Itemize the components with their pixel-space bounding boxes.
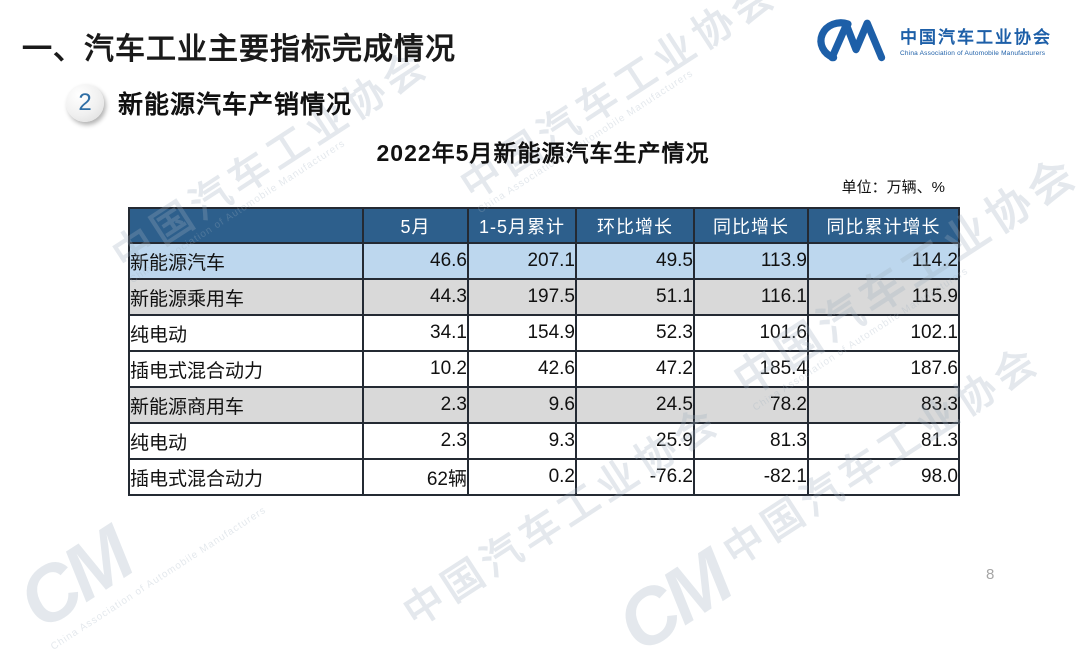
watermark-subtext: China Association of Automobile Manufact… <box>476 67 696 216</box>
caam-logo: 中国汽车工业协会 China Association of Automobile… <box>796 16 1052 64</box>
cell-value: 51.1 <box>575 278 695 316</box>
cell-value: 197.5 <box>467 278 577 316</box>
cell-value: 42.6 <box>467 350 577 388</box>
cell-value: 9.3 <box>467 422 577 460</box>
cell-value: 102.1 <box>807 314 960 352</box>
row-label: 插电式混合动力 <box>128 350 364 388</box>
cell-value: 46.6 <box>362 242 469 280</box>
cell-value: 185.4 <box>693 350 809 388</box>
caam-logo-mark <box>817 19 886 62</box>
table-row: 纯电动 2.3 9.3 25.9 81.3 81.3 <box>128 422 960 460</box>
cell-value: 101.6 <box>693 314 809 352</box>
table-title: 2022年5月新能源汽车生产情况 <box>376 140 710 166</box>
cell-value: 0.2 <box>467 458 577 496</box>
cell-value: -76.2 <box>575 458 695 496</box>
cell-value: 114.2 <box>807 242 960 280</box>
page-title: 一、汽车工业主要指标完成情况 <box>22 33 456 66</box>
nev-production-table: 5月 1-5月累计 环比增长 同比增长 同比累计增长 新能源汽车 46.6 20… <box>128 207 960 496</box>
section-heading: 新能源汽车产销情况 <box>118 91 353 119</box>
watermark-logo-mark: CM <box>2 510 146 646</box>
row-label: 新能源乘用车 <box>128 278 364 316</box>
cell-value: 83.3 <box>807 386 960 424</box>
cell-value: 44.3 <box>362 278 469 316</box>
cell-value: 98.0 <box>807 458 960 496</box>
watermark-text: 中国汽车工业协会 <box>453 0 786 209</box>
table-row: 新能源商用车 2.3 9.6 24.5 78.2 83.3 <box>128 386 960 424</box>
column-header: 5月 <box>362 207 469 244</box>
page-number: 8 <box>986 566 995 583</box>
cell-value: 207.1 <box>467 242 577 280</box>
table-row: 新能源乘用车 44.3 197.5 51.1 116.1 115.9 <box>128 278 960 316</box>
table-row: 插电式混合动力 10.2 42.6 47.2 185.4 187.6 <box>128 350 960 388</box>
watermark: 中国汽车工业协会 China Association of Automobile… <box>453 0 791 216</box>
cell-value: 2.3 <box>362 386 469 424</box>
cell-value: 25.9 <box>575 422 695 460</box>
cell-value: 154.9 <box>467 314 577 352</box>
column-header <box>128 207 364 244</box>
cell-value: -82.1 <box>693 458 809 496</box>
table-header: 5月 1-5月累计 环比增长 同比增长 同比累计增长 <box>128 207 960 244</box>
section-number-badge: 2 <box>66 84 104 122</box>
cell-value: 115.9 <box>807 278 960 316</box>
watermark-logo-mark: CM <box>601 533 745 669</box>
cell-value: 116.1 <box>693 278 809 316</box>
caam-logo-name-cn: 中国汽车工业协会 <box>900 28 1052 47</box>
row-label: 纯电动 <box>128 422 364 460</box>
cell-value: 78.2 <box>693 386 809 424</box>
table-row: 新能源汽车 46.6 207.1 49.5 113.9 114.2 <box>128 242 960 280</box>
cell-value: 49.5 <box>575 242 695 280</box>
cell-value: 113.9 <box>693 242 809 280</box>
unit-note: 单位：万辆、% <box>841 179 945 196</box>
row-label: 新能源商用车 <box>128 386 364 424</box>
cell-value: 47.2 <box>575 350 695 388</box>
cell-value: 10.2 <box>362 350 469 388</box>
watermark-subtext: China Association of Automobile Manufact… <box>48 504 269 653</box>
caam-logo-name-en: China Association of Automobile Manufact… <box>900 50 1046 57</box>
section-header: 2 新能源汽车产销情况 <box>66 84 352 122</box>
cell-value: 24.5 <box>575 386 695 424</box>
cell-value: 62辆 <box>362 458 469 496</box>
cell-value: 34.1 <box>362 314 469 352</box>
cell-value: 187.6 <box>807 350 960 388</box>
column-header: 环比增长 <box>575 207 695 244</box>
cell-value: 81.3 <box>693 422 809 460</box>
row-label: 纯电动 <box>128 314 364 352</box>
cell-value: 81.3 <box>807 422 960 460</box>
column-header: 同比增长 <box>693 207 809 244</box>
caam-logo-text: 中国汽车工业协会 China Association of Automobile… <box>900 23 1052 57</box>
row-label: 插电式混合动力 <box>128 458 364 496</box>
cell-value: 52.3 <box>575 314 695 352</box>
column-header: 同比累计增长 <box>807 207 960 244</box>
table-row: 插电式混合动力 62辆 0.2 -76.2 -82.1 98.0 <box>128 458 960 496</box>
table-row: 纯电动 34.1 154.9 52.3 101.6 102.1 <box>128 314 960 352</box>
row-label: 新能源汽车 <box>128 242 364 280</box>
cell-value: 2.3 <box>362 422 469 460</box>
table-header-row: 5月 1-5月累计 环比增长 同比增长 同比累计增长 <box>128 207 960 244</box>
column-header: 1-5月累计 <box>467 207 577 244</box>
cell-value: 9.6 <box>467 386 577 424</box>
